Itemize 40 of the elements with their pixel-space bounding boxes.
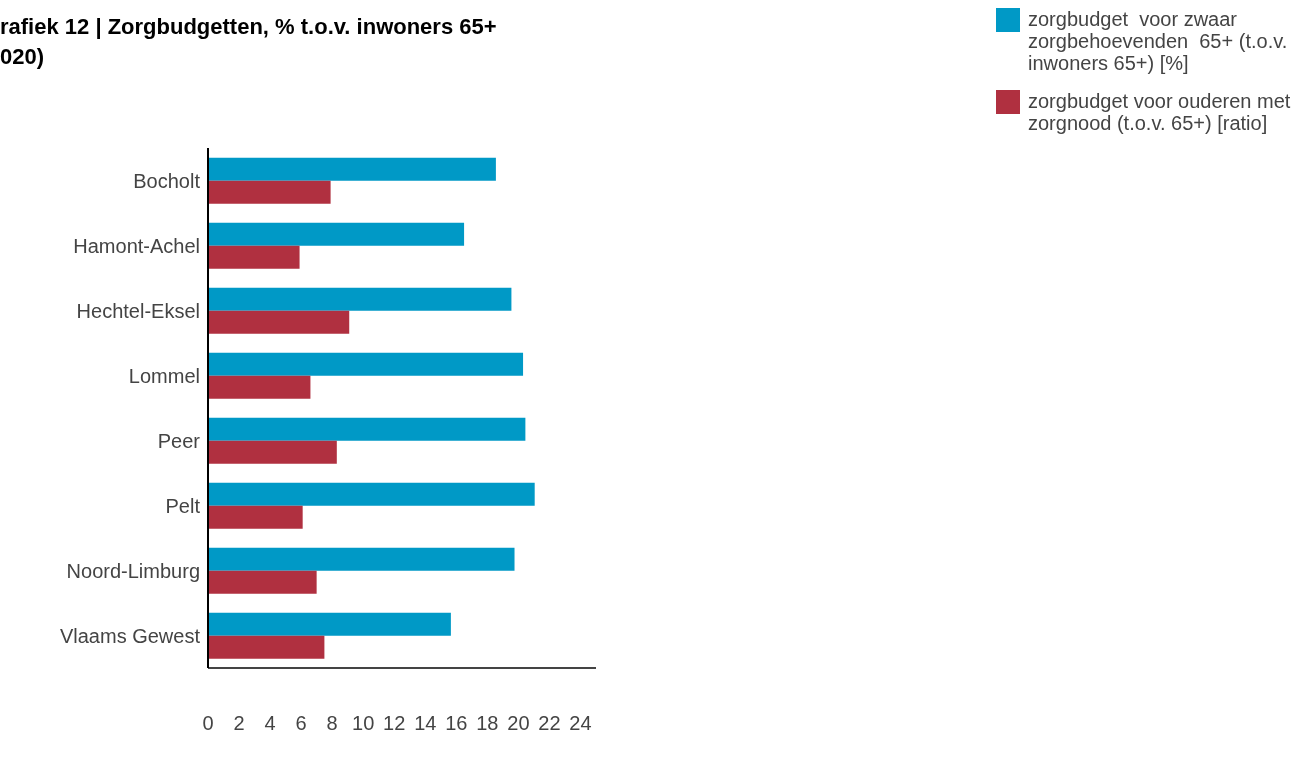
y-tick-label: Hechtel-Eksel: [76, 299, 200, 322]
bar: [208, 482, 535, 506]
legend-label: zorgbudget voor zwaar zorgbehoevenden 65+ (t.o.v. inwoners 65+) [%]: [1028, 8, 1289, 74]
legend-label: zorgbudget voor ouderen met zorgnood (t.o.v. 65+) [ratio]: [1028, 90, 1292, 134]
bar: [208, 547, 515, 571]
y-tick-label: Vlaams Gewest: [59, 624, 201, 647]
x-tick-label: 2: [233, 712, 245, 735]
y-tick-label: Lommel: [128, 364, 200, 387]
bar: [208, 245, 300, 269]
x-tick-label: 8: [326, 712, 338, 735]
x-tick-label: 22: [538, 712, 561, 735]
x-tick-label: 4: [264, 712, 276, 735]
x-tick-label: 18: [476, 712, 499, 735]
bar: [208, 375, 311, 399]
bar: [208, 310, 350, 334]
x-tick-label: 14: [414, 712, 437, 735]
x-tick-label: 16: [445, 712, 468, 735]
x-tick-label: 20: [507, 712, 530, 735]
bar: [208, 417, 526, 441]
bar: [208, 352, 524, 376]
bar: [208, 287, 512, 311]
y-tick-label: Hamont-Achel: [73, 234, 200, 257]
y-tick-label: Peer: [157, 429, 201, 452]
x-tick-label: 12: [383, 712, 406, 735]
x-tick-label: 10: [352, 712, 375, 735]
bar: [208, 157, 496, 181]
bar: [208, 180, 331, 204]
bar: [208, 505, 303, 529]
bar: [208, 612, 451, 636]
bar: [208, 635, 325, 659]
bar: [208, 570, 317, 594]
y-tick-label: Bocholt: [133, 169, 201, 192]
y-tick-label: Noord-Limburg: [66, 559, 200, 582]
x-tick-label: 24: [569, 712, 592, 735]
chart-title: rafiek 12 | Zorgbudgetten, % t.o.v. inwoners 65+ 020): [0, 13, 497, 71]
x-tick-label: 6: [295, 712, 307, 735]
y-tick-label: Pelt: [165, 494, 201, 517]
bar: [208, 222, 465, 246]
bar: [208, 440, 337, 464]
x-tick-label: 0: [202, 712, 214, 735]
